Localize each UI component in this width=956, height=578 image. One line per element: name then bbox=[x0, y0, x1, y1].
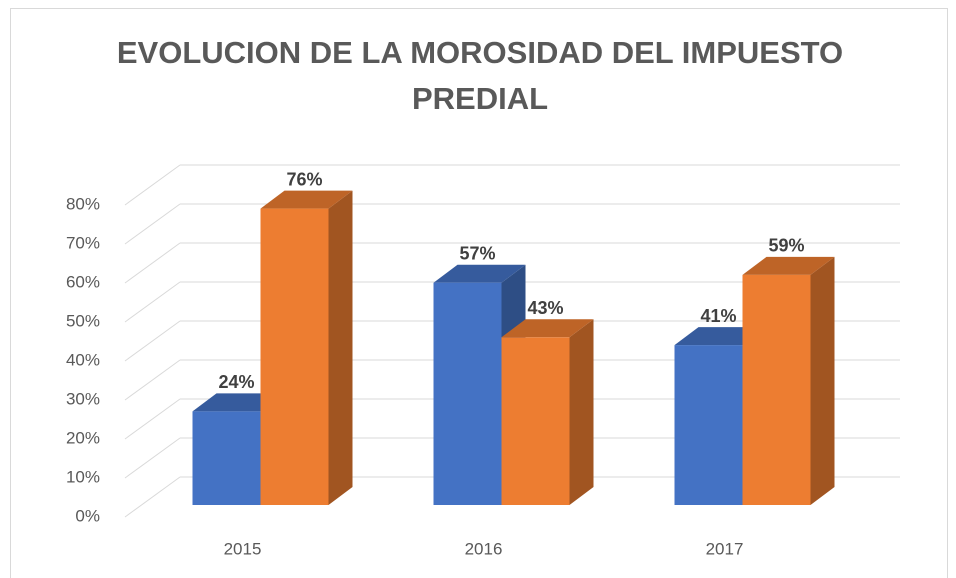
chart-frame bbox=[10, 8, 948, 578]
grid-line-side bbox=[124, 320, 181, 362]
y-tick-label: 20% bbox=[66, 428, 100, 447]
value-label: 76% bbox=[286, 169, 322, 189]
bar bbox=[260, 208, 329, 505]
y-tick-label: 80% bbox=[66, 194, 100, 213]
grid-line-side bbox=[124, 476, 181, 518]
y-tick-label: 50% bbox=[66, 311, 100, 330]
grid-line-side bbox=[124, 398, 181, 440]
bar-top bbox=[742, 256, 835, 275]
bar bbox=[742, 274, 811, 505]
grid-line-side bbox=[124, 203, 181, 245]
bar bbox=[433, 282, 502, 505]
value-label: 41% bbox=[700, 306, 736, 326]
y-tick-label: 70% bbox=[66, 233, 100, 252]
grid-line-side bbox=[124, 164, 181, 206]
y-tick-label: 10% bbox=[66, 467, 100, 486]
bar-top bbox=[433, 264, 526, 283]
bar-top bbox=[260, 190, 353, 209]
bar-top bbox=[501, 319, 594, 338]
value-label: 59% bbox=[768, 236, 804, 256]
grid-line-side bbox=[124, 437, 181, 479]
x-tick-label: 2017 bbox=[706, 539, 744, 558]
bar bbox=[501, 337, 570, 505]
y-tick-label: 30% bbox=[66, 389, 100, 408]
value-label: 24% bbox=[218, 372, 254, 392]
y-tick-label: 60% bbox=[66, 272, 100, 291]
y-tick-label: 0% bbox=[75, 506, 100, 525]
bar bbox=[192, 411, 261, 505]
value-label: 57% bbox=[459, 243, 495, 263]
grid-line-side bbox=[124, 281, 181, 323]
bar-side bbox=[328, 190, 353, 505]
x-tick-label: 2015 bbox=[224, 539, 262, 558]
x-tick-label: 2016 bbox=[465, 539, 503, 558]
value-label: 43% bbox=[527, 298, 563, 318]
bar-side bbox=[810, 256, 835, 505]
grid-line-side bbox=[124, 359, 181, 401]
grid-line-side bbox=[124, 242, 181, 284]
bar-side bbox=[569, 319, 594, 505]
chart-title: EVOLUCION DE LA MOROSIDAD DEL IMPUESTO P… bbox=[116, 35, 844, 116]
y-tick-label: 40% bbox=[66, 350, 100, 369]
bar bbox=[674, 345, 743, 505]
